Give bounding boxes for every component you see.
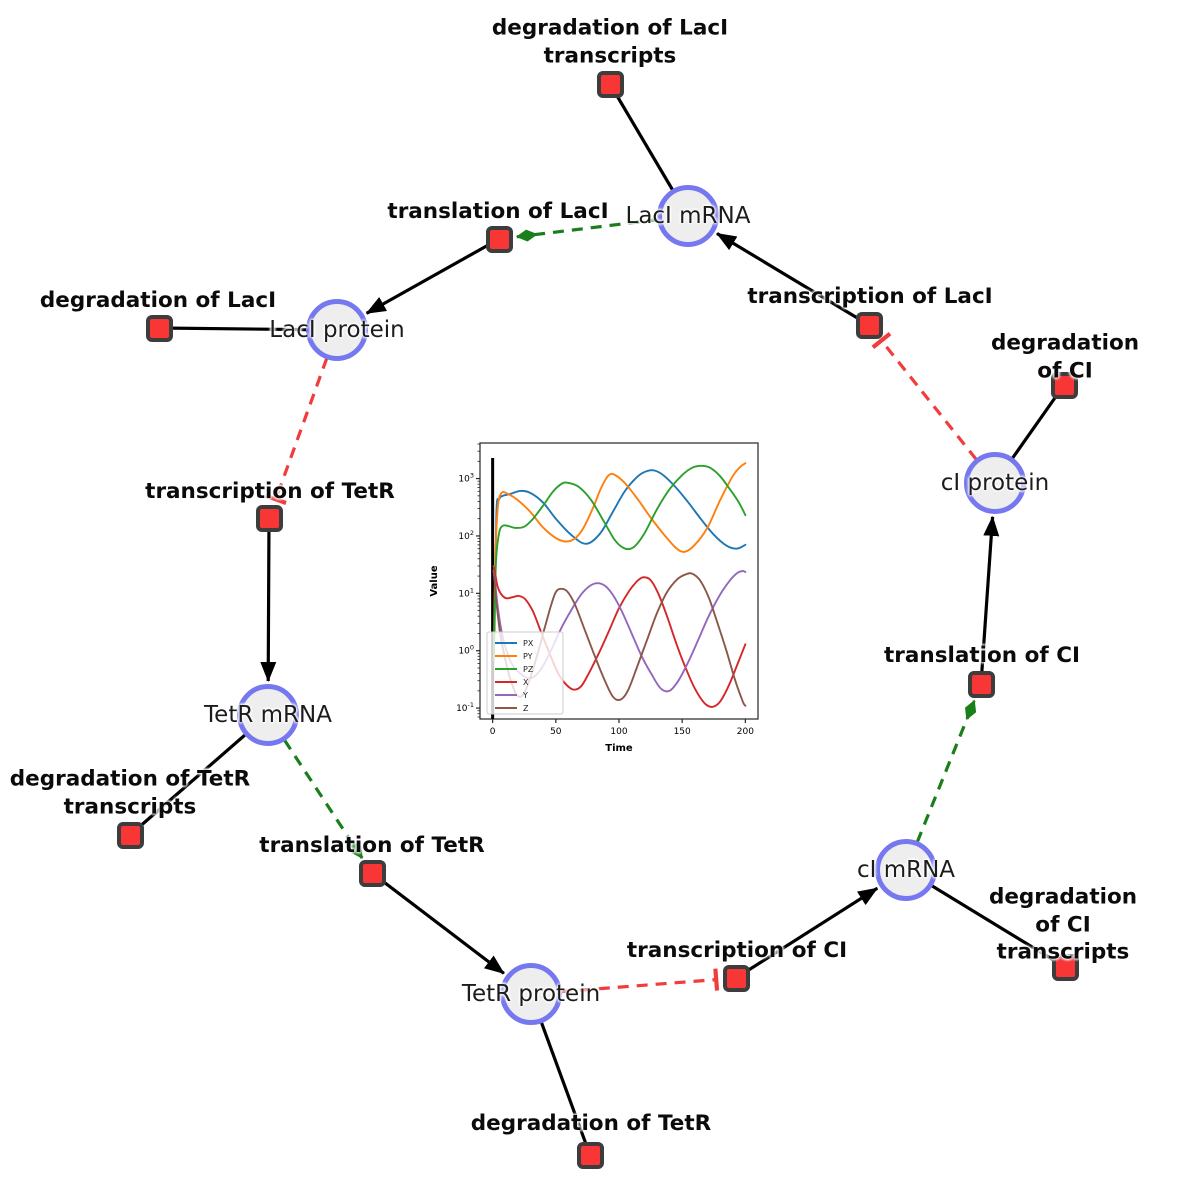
legend-box xyxy=(486,631,564,715)
species-label-tetr-protein: TetR protein xyxy=(461,981,601,1007)
reaction-node-transcription-laci[interactable] xyxy=(855,311,883,339)
plot-svg: 0 50 100 150 200 10-1 100 101 102 103 PX PY PZ XYZ Ti… xyxy=(429,442,759,754)
reaction-node-deg-ci-transcripts[interactable] xyxy=(1051,953,1079,981)
reaction-label-transcription-ci: transcription of CI xyxy=(626,938,848,964)
species-label-tetr-mrna: TetR mRNA xyxy=(204,702,332,728)
reaction-node-translation-ci[interactable] xyxy=(967,670,995,698)
y-tick-label: 103 xyxy=(458,472,474,485)
legend-label-X: X xyxy=(523,678,529,687)
legend-label-PZ: PZ xyxy=(523,665,534,674)
reaction-node-translation-tetr[interactable] xyxy=(358,859,386,887)
x-tick-label: 150 xyxy=(674,727,691,737)
species-node-ci-protein[interactable] xyxy=(964,452,1026,514)
reaction-label-transcription-tetr: transcription of TetR xyxy=(145,479,395,505)
reaction-node-transcription-tetr[interactable] xyxy=(255,504,283,532)
reaction-label-translation-laci: translation of LacI xyxy=(387,199,609,225)
y-tick-label: 10-1 xyxy=(456,701,474,714)
plot-xlabel: Time xyxy=(605,743,633,754)
species-node-laci-protein[interactable] xyxy=(306,299,368,361)
reaction-node-degradation-tetr[interactable] xyxy=(576,1141,604,1169)
edge-cimrna-translationci xyxy=(915,699,977,843)
x-tick-label: 50 xyxy=(550,727,562,737)
y-tick-label: 100 xyxy=(458,644,474,657)
species-label-laci-protein: LacI protein xyxy=(269,317,405,343)
reaction-label-degradation-laci: degradation of LacI xyxy=(39,288,277,314)
reaction-node-degradation-laci[interactable] xyxy=(145,314,173,342)
edge-transcriptiontetr-tetrmrna xyxy=(260,517,277,682)
reaction-node-translation-laci[interactable] xyxy=(485,225,513,253)
legend-label-Y: Y xyxy=(522,691,528,700)
timeseries-plot: 0 50 100 150 200 10-1 100 101 102 103 PX PY PZ X Y Z Ti… xyxy=(425,435,770,760)
edge-translationtetr-tetrprotein xyxy=(371,871,505,975)
reaction-label-degradation-tetr: degradation of TetR xyxy=(470,1111,712,1137)
y-tick-label: 101 xyxy=(458,586,474,599)
reaction-node-deg-laci-transcripts[interactable] xyxy=(596,70,624,98)
reaction-label-translation-tetr: translation of TetR xyxy=(259,833,485,859)
reaction-label-deg-ci-transcripts: degradation of CI transcripts xyxy=(988,884,1138,965)
legend-label-PX: PX xyxy=(523,639,534,648)
reaction-label-degradation-ci: degradation of CI xyxy=(990,330,1140,383)
plot-ylabel: Value xyxy=(429,565,440,596)
series-PY xyxy=(492,462,747,655)
series-PZ xyxy=(492,464,747,661)
reaction-node-deg-tetr-transcripts[interactable] xyxy=(116,821,144,849)
species-node-ci-mrna[interactable] xyxy=(875,839,937,901)
species-node-laci-mrna[interactable] xyxy=(657,185,719,247)
reaction-label-deg-laci-transcripts: degradation of LacI transcripts xyxy=(491,15,729,68)
reaction-label-translation-ci: translation of CI xyxy=(884,643,1080,669)
reaction-node-transcription-ci[interactable] xyxy=(722,964,750,992)
legend-label-PY: PY xyxy=(523,652,533,661)
species-node-tetr-mrna[interactable] xyxy=(237,684,299,746)
reaction-label-transcription-laci: transcription of LacI xyxy=(747,284,993,310)
edge-translationlaci-laciprotein xyxy=(365,237,500,315)
x-tick-label: 100 xyxy=(610,727,627,737)
y-tick-label: 102 xyxy=(458,529,474,542)
legend-label-Z: Z xyxy=(523,704,529,713)
series-X xyxy=(492,565,747,708)
x-tick-label: 200 xyxy=(737,727,754,737)
species-label-ci-mrna: cI mRNA xyxy=(856,857,956,883)
species-node-tetr-protein[interactable] xyxy=(500,963,562,1025)
species-label-laci-mrna: LacI mRNA xyxy=(625,203,751,229)
edge-ciprotein-transcriptionlaci xyxy=(871,332,978,461)
species-label-ci-protein: cI protein xyxy=(940,470,1050,496)
x-tick-label: 0 xyxy=(490,727,496,737)
edge-transcriptionlaci-lacimrna xyxy=(716,232,870,327)
reaction-label-deg-tetr-transcripts: degradation of TetR transcripts xyxy=(9,766,251,819)
reaction-node-degradation-ci[interactable] xyxy=(1050,371,1078,399)
